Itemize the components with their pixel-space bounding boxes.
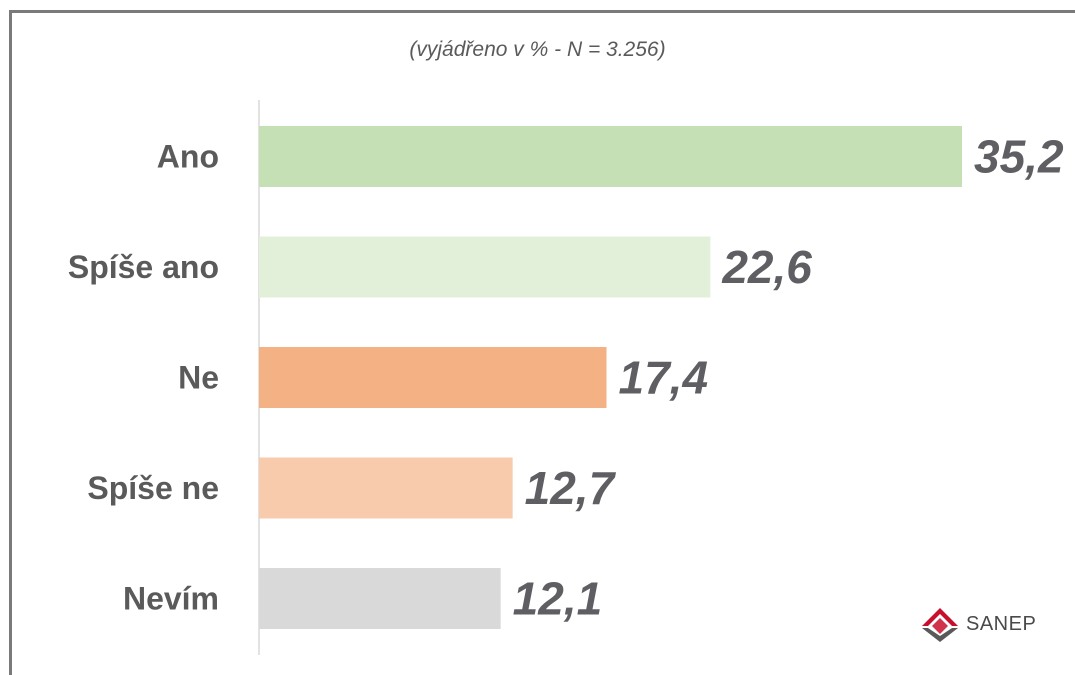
- sanep-logo-text: SANEP: [966, 612, 1037, 635]
- bar-2: [259, 347, 607, 408]
- sanep-logo-icon: [922, 608, 958, 642]
- value-label: 35,2: [974, 131, 1064, 183]
- category-label: Spíše ano: [68, 249, 219, 285]
- bar-3: [259, 457, 513, 519]
- value-label: 12,7: [525, 462, 617, 514]
- chart-frame: [9, 10, 1075, 675]
- sanep-logo: SANEP: [918, 600, 1036, 648]
- category-label: Nevím: [123, 581, 219, 617]
- category-label: Ano: [157, 139, 219, 175]
- value-label: 17,4: [619, 352, 709, 404]
- bar-1: [259, 236, 711, 298]
- category-label: Spíše ne: [87, 470, 219, 506]
- bar-0: [259, 126, 962, 187]
- value-label: 12,1: [513, 573, 603, 625]
- chart-subtitle: (vyjádřeno v % - N = 3.256): [409, 38, 666, 61]
- bar-4: [259, 568, 501, 629]
- category-label: Ne: [178, 360, 219, 396]
- value-label: 22,6: [721, 241, 812, 293]
- bars-layer: Ano 35,2 Spíše ano 22,6 Ne 17,4 Spíše ne 12,7 Ne…: [68, 126, 1064, 629]
